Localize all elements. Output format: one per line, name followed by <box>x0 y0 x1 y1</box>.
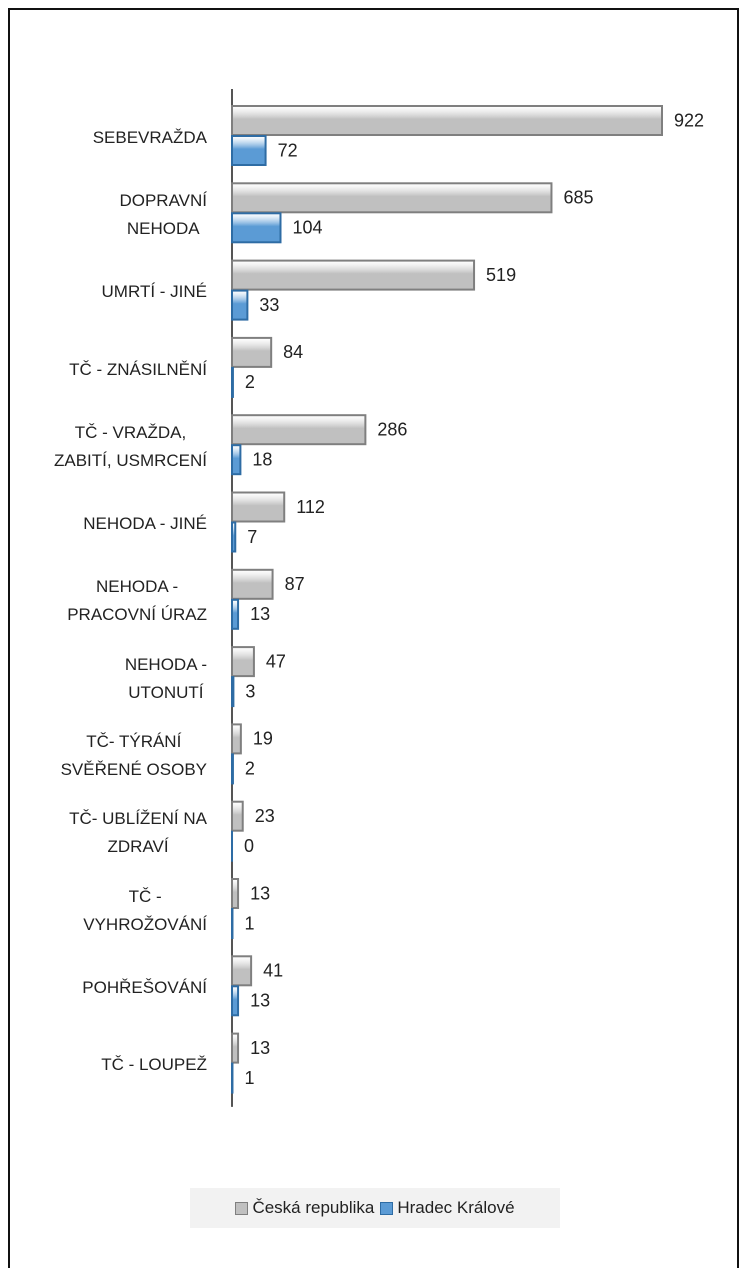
data-label: 23 <box>255 806 275 826</box>
bar <box>231 1032 240 1064</box>
data-label: 13 <box>250 604 270 624</box>
bar <box>231 444 242 476</box>
bar <box>231 985 240 1017</box>
data-label: 72 <box>278 140 298 160</box>
data-label: 84 <box>283 342 303 362</box>
bar <box>231 646 255 678</box>
legend-item: Česká republika <box>235 1198 374 1218</box>
data-label: 41 <box>263 961 283 981</box>
bar <box>231 753 234 785</box>
bar <box>231 366 234 398</box>
data-label: 0 <box>244 836 254 856</box>
bar <box>231 568 274 600</box>
data-label: 104 <box>293 218 323 238</box>
data-label: 13 <box>250 991 270 1011</box>
legend-swatch <box>380 1202 394 1216</box>
data-label: 87 <box>285 574 305 594</box>
legend-swatch <box>235 1202 249 1216</box>
data-label: 47 <box>266 651 286 671</box>
bar <box>231 336 273 368</box>
y-tick-label: TČ - LOUPEŽ <box>101 1055 207 1075</box>
bar <box>231 598 240 630</box>
legend-label: Hradec Králové <box>397 1198 515 1217</box>
bar <box>231 212 282 244</box>
y-tick-label: TČ - VYHROŽOVÁNÍ <box>83 886 207 934</box>
y-tick-label: UMRTÍ - JINÉ <box>101 282 207 302</box>
data-label: 13 <box>250 883 270 903</box>
bar <box>231 955 253 987</box>
y-tick-label: TČ - ZNÁSILNĚNÍ <box>69 359 207 379</box>
bar <box>231 414 367 446</box>
bar <box>231 723 242 755</box>
bar <box>231 491 286 523</box>
data-label: 2 <box>245 372 255 392</box>
y-tick-label: NEHODA - PRACOVNÍ ÚRAZ <box>67 577 207 625</box>
data-label: 18 <box>252 449 272 469</box>
y-tick-label: SEBEVRAŽDA <box>92 127 207 147</box>
y-tick-label: POHŘEŠOVÁNÍ <box>82 977 207 997</box>
y-tick-label: NEHODA - JINÉ <box>83 514 207 534</box>
legend-label: Česká republika <box>252 1198 375 1217</box>
bar <box>231 800 244 832</box>
data-label: 33 <box>259 295 279 315</box>
y-tick-label: TČ- UBLÍŽENÍ NA ZDRAVÍ <box>69 809 207 857</box>
y-tick-label: DOPRAVNÍ NEHODA <box>119 190 207 238</box>
data-label: 3 <box>245 681 255 701</box>
bar <box>231 676 235 708</box>
data-label: 112 <box>296 497 325 517</box>
data-label: 2 <box>245 759 255 779</box>
y-tick-label: NEHODA - UTONUTÍ <box>124 654 207 702</box>
data-label: 922 <box>674 110 704 130</box>
data-label: 286 <box>377 419 407 439</box>
legend-item: Hradec Králové <box>380 1198 515 1218</box>
y-tick-label: TČ- TÝRÁNÍ SVĚŘENÉ OSOBY <box>60 732 207 780</box>
y-tick-label: TČ - VRAŽDA, ZABITÍ, USMRCENÍ <box>53 422 207 470</box>
legend: Česká republika Hradec Králové <box>190 1188 560 1228</box>
bar <box>231 259 476 291</box>
data-label: 1 <box>244 913 254 933</box>
frame <box>8 8 739 1268</box>
bar <box>231 521 237 553</box>
data-label: 19 <box>253 729 273 749</box>
bar <box>231 105 663 136</box>
bar <box>231 878 240 909</box>
data-label: 1 <box>244 1068 254 1088</box>
bar <box>231 182 553 214</box>
data-label: 13 <box>250 1038 270 1058</box>
bar <box>231 289 249 321</box>
bar <box>231 135 267 166</box>
data-label: 7 <box>247 527 257 547</box>
data-label: 685 <box>563 188 593 208</box>
data-label: 519 <box>486 265 516 285</box>
